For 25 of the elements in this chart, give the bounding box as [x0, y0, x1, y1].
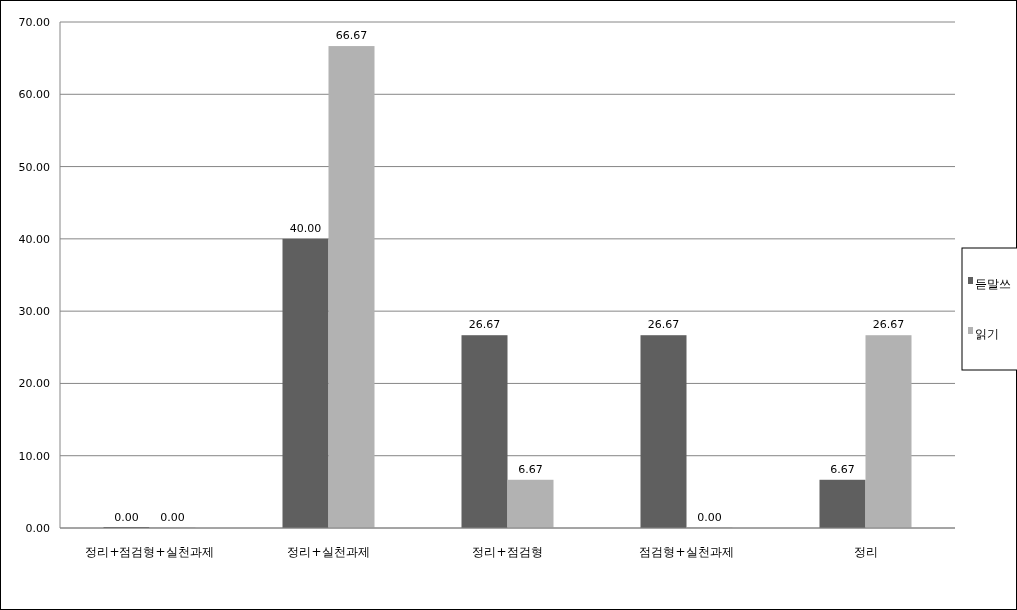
- x-tick-label: 정리+점검형+실천과제: [85, 545, 214, 559]
- data-label: 40.00: [289, 221, 322, 235]
- legend-label: 듣말쓰: [975, 277, 1011, 291]
- data-label: 26.67: [647, 318, 680, 332]
- x-tick-label: 점검형+실천과제: [639, 545, 734, 559]
- data-label: 26.67: [872, 318, 905, 332]
- y-tick-label: 10.00: [18, 449, 50, 463]
- data-label: 66.67: [335, 29, 368, 43]
- data-label: 0.00: [697, 511, 722, 524]
- data-label: 6.67: [518, 462, 543, 476]
- y-tick-label: 40.00: [18, 232, 50, 246]
- y-tick-label: 0.00: [25, 522, 50, 535]
- y-tick-label: 70.00: [18, 16, 50, 29]
- data-label: 26.67: [468, 318, 501, 332]
- data-label: 0.00: [114, 511, 139, 524]
- data-label: 0.00: [160, 511, 185, 524]
- x-tick-label: 정리+점검형: [472, 545, 543, 559]
- legend-label: 읽기: [975, 327, 999, 341]
- x-tick-label: 정리: [853, 545, 878, 559]
- data-label: 6.67: [830, 462, 855, 476]
- y-tick-label: 60.00: [18, 88, 50, 102]
- y-tick-label: 20.00: [18, 377, 50, 391]
- y-tick-label: 30.00: [18, 305, 50, 319]
- x-tick-label: 정리+실천과제: [287, 545, 370, 559]
- y-tick-label: 50.00: [18, 160, 50, 174]
